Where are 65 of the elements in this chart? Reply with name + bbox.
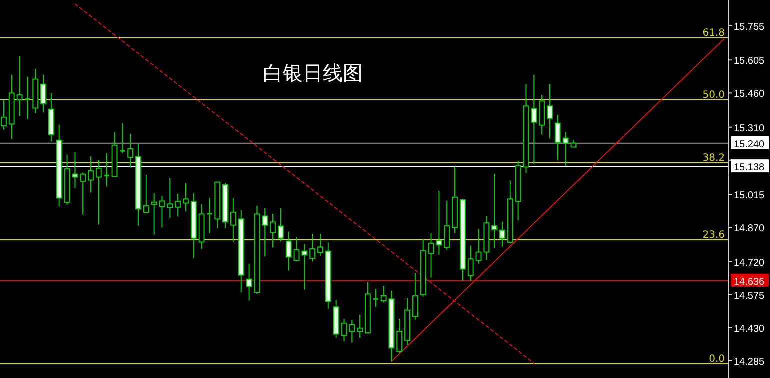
candlestick (294, 236, 300, 262)
ref-line-label: 15.138 (734, 162, 766, 174)
candlestick (554, 114, 561, 162)
candlestick (372, 288, 380, 308)
candlestick (246, 263, 252, 302)
candlestick (428, 232, 434, 278)
y-tick-label: 15.015 (734, 190, 766, 202)
candlestick (380, 285, 387, 304)
candlestick (104, 152, 110, 188)
candlestick (286, 231, 292, 272)
annotation: 50.0 (702, 90, 725, 102)
candlestick (562, 131, 569, 166)
candlestick (230, 198, 236, 243)
annotation: 38.2 (702, 152, 725, 164)
candlestick (24, 76, 31, 120)
text: 白银日线图 (263, 63, 363, 85)
ref-line-label: 15.240 (734, 139, 766, 150)
ref-line-label: 14.636 (734, 276, 766, 288)
y-tick-label: 14.430 (734, 324, 766, 335)
candlestick (128, 133, 134, 168)
y-tick-label: 14.575 (734, 290, 766, 302)
candlestick (436, 190, 442, 256)
candlestick (96, 159, 102, 226)
y-tick-label: 14.720 (734, 258, 766, 269)
candlestick (492, 174, 498, 249)
y-tick-label: 14.870 (734, 224, 766, 235)
y-tick-label: 14.285 (734, 356, 766, 368)
candlestick (72, 151, 78, 189)
candlestick (531, 74, 538, 165)
y-tick-label: 15.605 (734, 56, 766, 68)
candlestick (547, 84, 553, 140)
candlestick (357, 314, 363, 339)
y-tick-label: 15.460 (734, 89, 766, 100)
candlestick (143, 174, 150, 214)
candlestick (80, 172, 86, 216)
annotation: 61.8 (702, 28, 725, 40)
candlestick (444, 200, 450, 250)
candlestick (476, 228, 482, 264)
annotation: 23.6 (702, 230, 725, 241)
candlestick (310, 234, 316, 262)
candlestick (88, 156, 94, 194)
candlestick (468, 245, 474, 282)
candlestick (341, 318, 348, 342)
candlestick (396, 318, 403, 354)
candlestick (175, 193, 181, 218)
candlestick (270, 213, 276, 248)
candlestick (119, 122, 126, 154)
annotation: 0.0 (709, 354, 725, 365)
candlestick (500, 221, 506, 248)
candlestick (349, 319, 356, 344)
candlestick (151, 192, 158, 236)
candlestick (412, 272, 418, 320)
candlestick (183, 182, 189, 212)
candlestick (206, 198, 213, 234)
candlestick (1, 100, 7, 130)
y-tick-label: 15.310 (734, 123, 766, 134)
candlestick (40, 74, 46, 114)
candlestick (262, 208, 268, 258)
candlestick (302, 244, 308, 290)
candlestick (167, 178, 174, 219)
candlestick (16, 56, 23, 116)
candlestick (278, 208, 284, 242)
candlestick (159, 195, 166, 228)
y-tick-label: 15.755 (734, 22, 766, 33)
candlestick (318, 234, 324, 256)
